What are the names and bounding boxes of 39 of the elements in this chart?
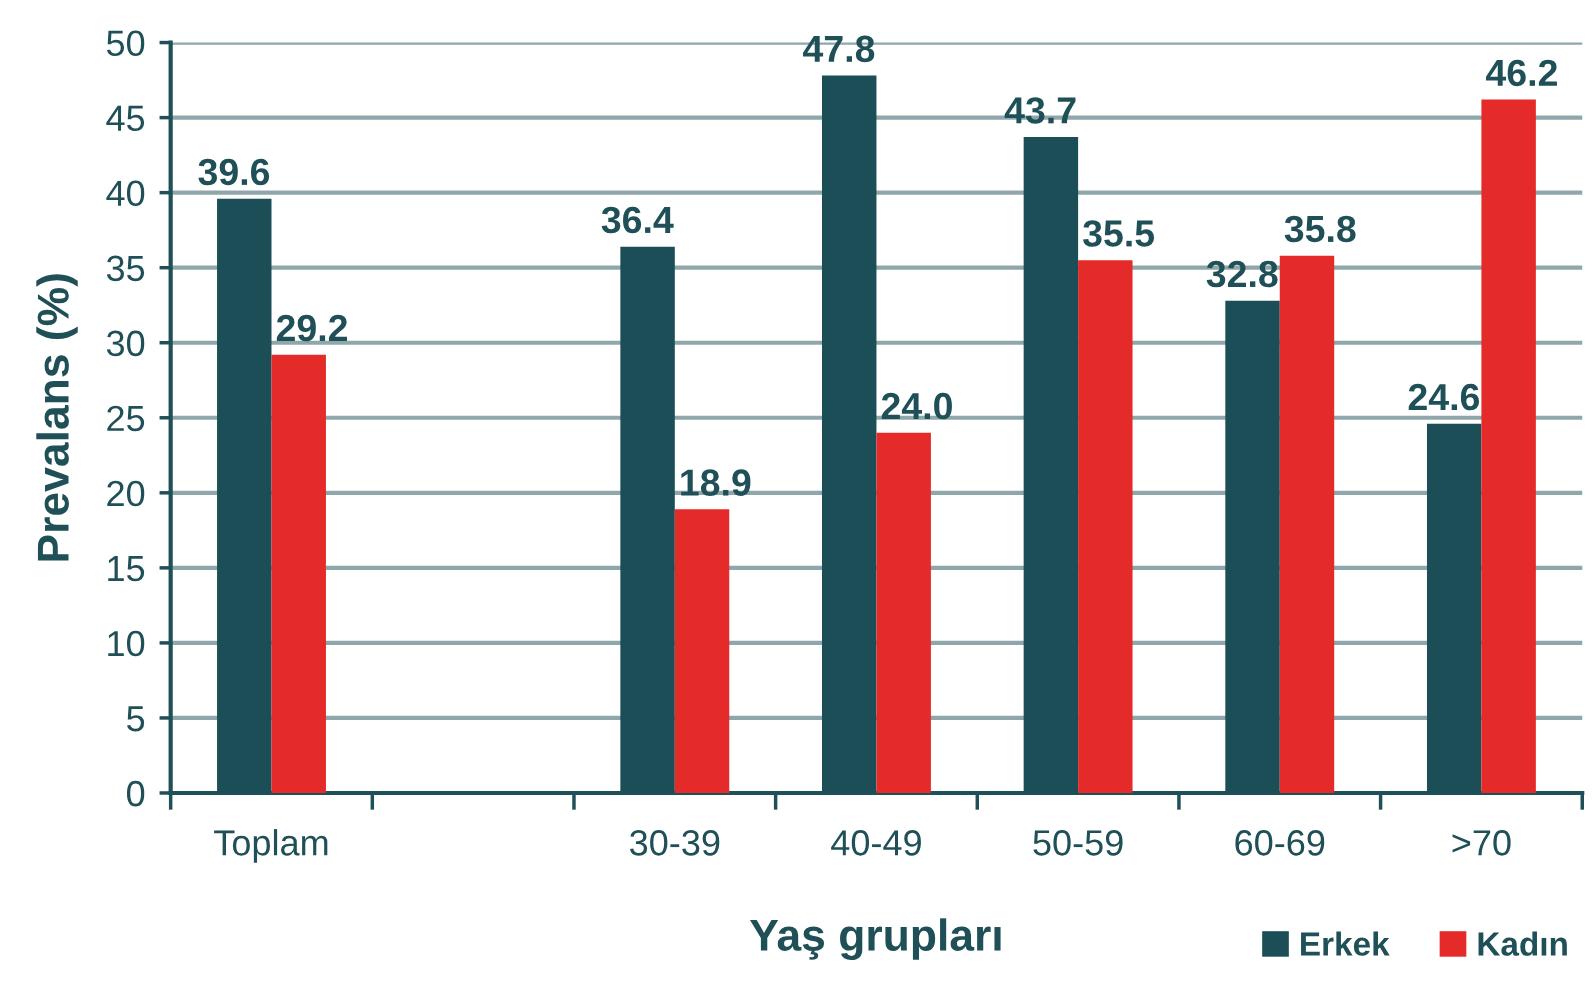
bar	[674, 509, 730, 793]
data-label: 24.6	[1408, 383, 1480, 411]
y-tick-label: 40	[106, 180, 145, 207]
bar	[271, 354, 326, 793]
x-tick-label: 40-49	[831, 830, 921, 856]
y-tick-label: 10	[108, 630, 145, 657]
data-label: 43.7	[1004, 97, 1076, 124]
data-label: 39.6	[198, 158, 270, 186]
y-tick-label: 0	[126, 780, 145, 807]
x-tick-label: Toplam	[214, 829, 328, 863]
x-tick-label: 30-39	[630, 830, 720, 856]
data-label: 29.2	[276, 314, 348, 342]
bar	[1078, 260, 1133, 793]
y-tick-label: 5	[127, 706, 145, 732]
bar	[1481, 99, 1536, 793]
y-tick-label: 20	[107, 480, 145, 507]
data-label: 35.5	[1083, 220, 1155, 247]
legend-label: Kadın	[1478, 931, 1567, 956]
x-tick-label: 60-69	[1235, 830, 1325, 856]
x-tick-label: 50-59	[1033, 830, 1123, 856]
data-label: 24.0	[881, 392, 952, 420]
x-axis-title: Yaş grupları	[750, 918, 1001, 960]
x-tick-label: >70	[1452, 830, 1511, 856]
y-tick-label: 25	[107, 405, 145, 432]
y-tick-label: 30	[106, 330, 145, 357]
y-tick-label: 15	[108, 556, 145, 582]
bar	[876, 432, 931, 793]
data-label: 36.4	[601, 206, 674, 234]
y-tick-label: 45	[106, 105, 145, 132]
y-tick-label: 50	[106, 30, 145, 57]
data-label: 46.2	[1486, 59, 1557, 87]
y-tick-label: 35	[106, 255, 145, 282]
data-label: 32.8	[1206, 260, 1278, 288]
legend-label: Erkek	[1301, 931, 1390, 956]
data-label: 35.8	[1284, 215, 1356, 243]
y-axis-title: Prevalans (%)	[36, 274, 78, 561]
data-label: 47.8	[803, 35, 875, 63]
bar	[1279, 255, 1335, 793]
data-label: 18.9	[681, 469, 751, 496]
